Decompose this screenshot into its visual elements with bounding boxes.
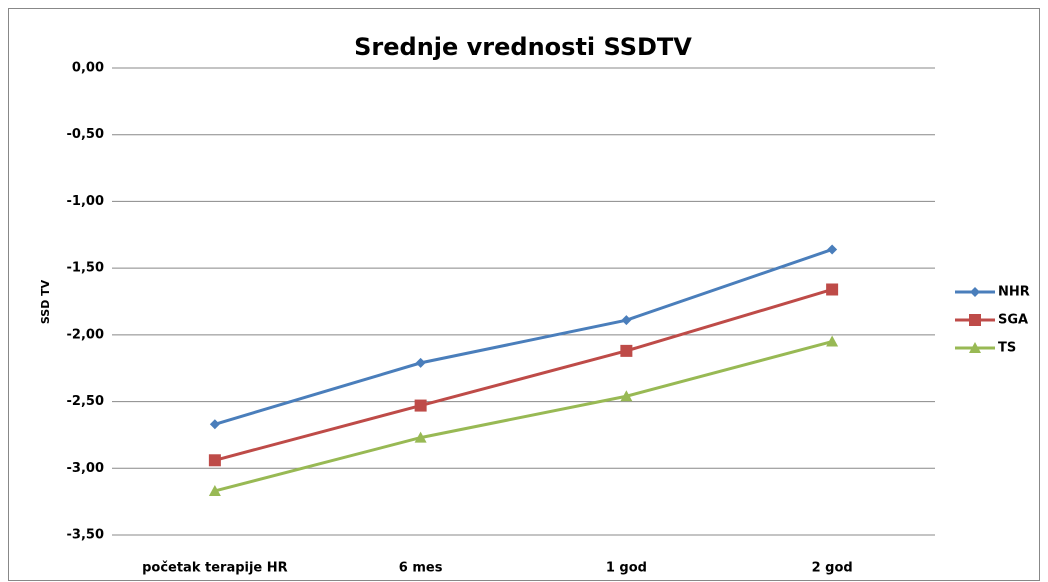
marker [415, 357, 426, 368]
legend-label: SGA [998, 313, 1028, 328]
y-tick-label: -2,00 [67, 327, 104, 342]
series-line [214, 340, 833, 493]
series-line [214, 248, 833, 426]
y-tick-label: 0,00 [72, 61, 104, 76]
marker [414, 399, 427, 412]
marker [827, 244, 838, 255]
legend-label: NHR [998, 285, 1030, 300]
marker [620, 390, 633, 402]
marker [969, 342, 981, 353]
series-line [214, 288, 833, 462]
y-axis-label: SSD TV [39, 279, 52, 324]
marker [208, 454, 221, 467]
y-tick-label: -0,50 [67, 127, 104, 142]
legend-label: TS [998, 341, 1016, 356]
x-tick-label: 6 mes [399, 561, 443, 576]
y-tick-label: -1,00 [67, 194, 104, 209]
marker [970, 287, 980, 297]
marker [621, 315, 632, 326]
chart-frame [8, 8, 1040, 581]
x-tick-label: 1 god [606, 561, 647, 576]
y-tick-label: -2,50 [67, 394, 104, 409]
y-tick-label: -1,50 [67, 261, 104, 276]
marker [209, 419, 220, 430]
marker [620, 344, 633, 357]
marker [414, 431, 427, 443]
x-tick-label: 2 god [812, 561, 853, 576]
y-tick-label: -3,50 [67, 528, 104, 543]
x-tick-label: početak terapije HR [142, 561, 288, 576]
marker [826, 335, 839, 347]
marker [969, 314, 981, 326]
y-tick-label: -3,00 [67, 461, 104, 476]
chart-title: Srednje vrednosti SSDTV [354, 33, 692, 61]
marker [826, 283, 839, 296]
marker [208, 484, 221, 496]
